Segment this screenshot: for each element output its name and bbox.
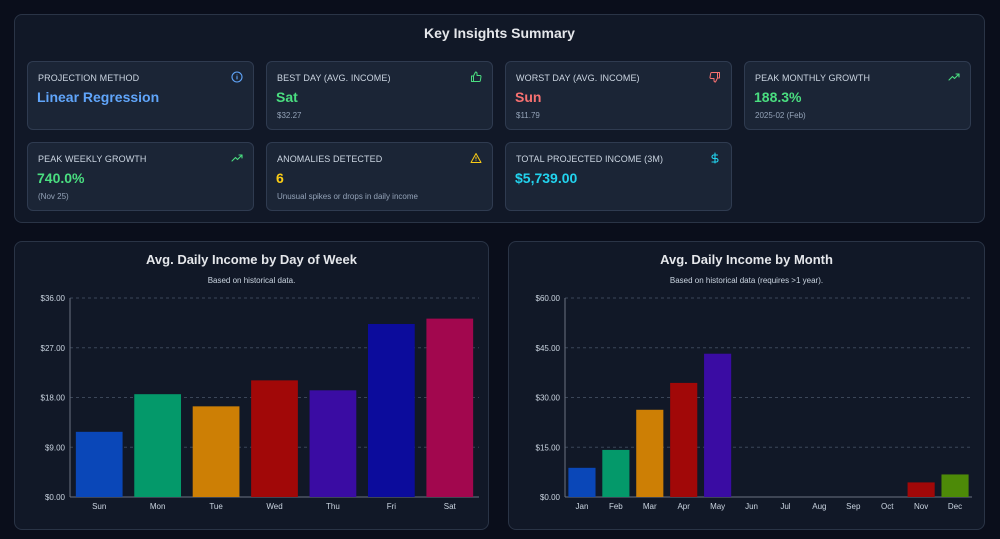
chart-subtitle: Based on historical data (requires >1 ye… [669,276,824,285]
key-insights-panel: Key Insights Summary PROJECTION METHOD L… [14,14,985,223]
x-tick-label: Jan [576,502,589,511]
y-tick-label: $0.00 [45,493,66,502]
card-value: Sun [515,89,542,105]
trending-up-icon [231,154,243,162]
y-tick-label: $18.00 [41,394,66,403]
chart-subtitle: Based on historical data. [207,276,296,285]
card-value: Sat [276,89,298,105]
trending-up-icon [948,73,960,81]
card-sub: (Nov 25) [38,192,69,201]
y-tick-label: $0.00 [540,493,561,502]
bar-may [704,353,732,497]
bar-feb [602,449,630,497]
x-tick-label: Feb [609,502,623,511]
bar-dec [941,474,969,497]
bar-fri [367,323,415,497]
dollar-icon [711,152,719,164]
bar-mar [636,409,664,497]
x-tick-label: Fri [387,502,397,511]
bar-jan [568,467,596,497]
y-tick-label: $15.00 [536,443,561,452]
x-tick-label: Jul [780,502,790,511]
month-bar-chart: $0.00 $15.00 $30.00 $45.00 $60.00 Jan Feb Mar Ap… [536,294,972,511]
y-tick-label: $60.00 [536,294,561,303]
bar-sun [75,431,123,497]
x-tick-label: Mon [150,502,166,511]
card-label: PROJECTION METHOD [38,73,140,83]
card-label: PEAK MONTHLY GROWTH [755,73,871,83]
card-total-projected-income: TOTAL PROJECTED INCOME (3M) $5,739.00 [505,142,732,211]
x-tick-label: Sun [92,502,106,511]
bar-thu [309,390,357,497]
x-tick-label: Dec [948,502,962,511]
warning-icon [470,153,482,163]
card-best-day: BEST DAY (AVG. INCOME) Sat $32.27 [266,61,493,130]
bar-tue [192,406,240,497]
x-tick-label: Thu [326,502,340,511]
y-tick-label: $36.00 [41,294,66,303]
y-tick-label: $27.00 [41,344,66,353]
card-label: TOTAL PROJECTED INCOME (3M) [516,154,664,164]
x-tick-label: Tue [209,502,223,511]
x-tick-label: Nov [914,502,928,511]
chart-title: Avg. Daily Income by Day of Week [146,252,357,267]
card-sub: 2025-02 (Feb) [755,111,806,120]
bar-sat [426,318,474,497]
day-of-week-chart-panel: Avg. Daily Income by Day of Week Based o… [14,241,489,530]
card-peak-weekly-growth: PEAK WEEKLY GROWTH 740.0% (Nov 25) [27,142,254,211]
x-tick-label: Sat [444,502,457,511]
card-sub: Unusual spikes or drops in daily income [277,192,418,201]
x-tick-label: May [710,502,725,511]
y-tick-label: $9.00 [45,443,66,452]
card-projection-method: PROJECTION METHOD Linear Regression [27,61,254,130]
card-label: BEST DAY (AVG. INCOME) [277,73,391,83]
card-value: 740.0% [37,170,85,186]
x-tick-label: Sep [846,502,861,511]
info-icon [231,71,243,83]
card-value: Linear Regression [37,89,160,105]
x-tick-label: Wed [266,502,282,511]
bar-apr [670,382,698,497]
card-peak-monthly-growth: PEAK MONTHLY GROWTH 188.3% 2025-02 (Feb) [744,61,971,130]
card-sub: $32.27 [277,111,302,120]
summary-title: Key Insights Summary [424,25,575,41]
card-value: 6 [276,170,284,186]
day-of-week-bar-chart: $0.00 $9.00 $18.00 $27.00 $36.00 Sun Mon Tue Wed… [41,294,479,511]
card-anomalies-detected: ANOMALIES DETECTED 6 Unusual spikes or d… [266,142,493,211]
card-label: ANOMALIES DETECTED [277,154,383,164]
bar-mon [134,394,182,497]
bar-wed [251,380,298,497]
card-value: 188.3% [754,89,802,105]
x-tick-label: Oct [881,502,894,511]
y-tick-label: $45.00 [536,344,561,353]
card-label: PEAK WEEKLY GROWTH [38,154,147,164]
x-tick-label: Jun [745,502,758,511]
chart-title: Avg. Daily Income by Month [660,252,833,267]
thumbs-up-icon [471,71,482,82]
x-tick-label: Aug [812,502,826,511]
card-value: $5,739.00 [515,170,578,186]
card-label: WORST DAY (AVG. INCOME) [516,73,640,83]
bar-nov [907,482,935,497]
month-chart-panel: Avg. Daily Income by Month Based on hist… [508,241,985,530]
card-worst-day: WORST DAY (AVG. INCOME) Sun $11.79 [505,61,732,130]
x-tick-label: Apr [677,502,690,511]
card-sub: $11.79 [516,111,540,120]
thumbs-down-icon [709,72,720,83]
x-tick-label: Mar [643,502,657,511]
y-tick-label: $30.00 [536,394,561,403]
